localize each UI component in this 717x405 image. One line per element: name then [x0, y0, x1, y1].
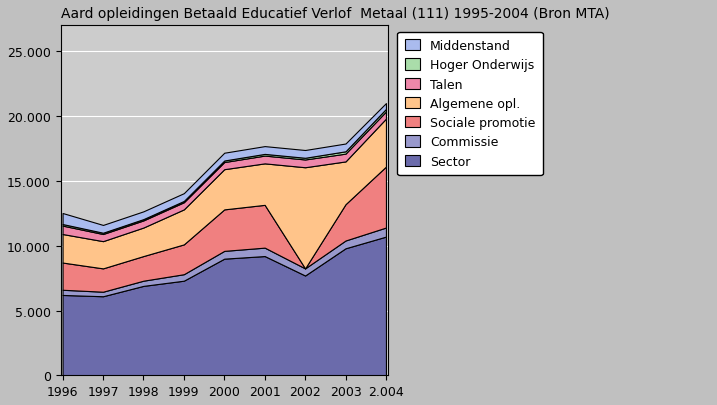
Text: Aard opleidingen Betaald Educatief Verlof  Metaal (111) 1995-2004 (Bron MTA): Aard opleidingen Betaald Educatief Verlo… — [60, 7, 609, 21]
Legend: Middenstand, Hoger Onderwijs, Talen, Algemene opl., Sociale promotie, Commissie,: Middenstand, Hoger Onderwijs, Talen, Alg… — [397, 32, 543, 176]
